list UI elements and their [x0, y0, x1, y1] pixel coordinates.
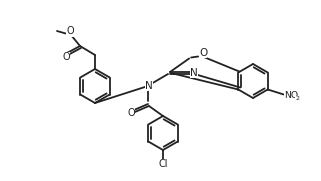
Text: O: O: [66, 26, 74, 37]
Text: NO: NO: [284, 91, 298, 100]
Text: N: N: [145, 81, 153, 91]
Text: O: O: [127, 108, 135, 117]
Text: O: O: [199, 47, 207, 58]
Text: N: N: [190, 68, 198, 78]
Text: O: O: [62, 52, 70, 62]
Text: 2: 2: [295, 96, 299, 100]
Text: Cl: Cl: [158, 159, 168, 169]
